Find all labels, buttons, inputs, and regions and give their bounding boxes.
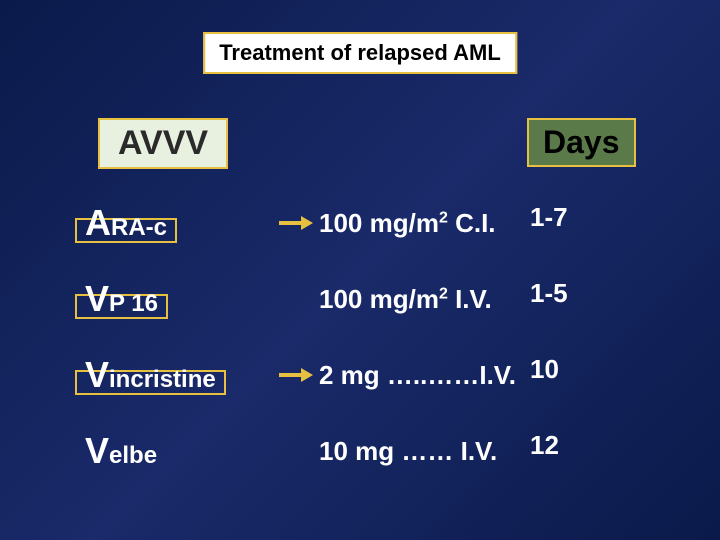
days-4: 12: [530, 430, 559, 461]
dose-velbe: 10 mg …… I.V.: [319, 436, 497, 467]
drug-label-velbe-wrap: Velbe: [75, 446, 167, 471]
title-text: Treatment of relapsed AML: [219, 40, 501, 65]
arrow-icon: [277, 365, 315, 385]
arrow-icon: [277, 213, 315, 233]
drug-row-1: ARA-c 100 mg/m2 C.I.: [75, 202, 496, 244]
dose-ara-c: 100 mg/m2 C.I.: [319, 208, 496, 239]
days-1: 1-7: [530, 202, 568, 233]
days-2: 1-5: [530, 278, 568, 309]
drug-label-velbe: Velbe: [85, 450, 157, 467]
drug-box-vincristine: Vincristine: [75, 370, 226, 395]
drug-label-ara-c: ARA-c: [85, 222, 167, 239]
drug-row-4: Velbe 10 mg …… I.V.: [75, 430, 497, 472]
avvv-box: AVVV: [98, 118, 228, 169]
days-header-box: Days: [527, 118, 636, 167]
drug-label-vincristine: Vincristine: [85, 374, 216, 391]
title-box: Treatment of relapsed AML: [203, 32, 517, 74]
drug-row-3: Vincristine 2 mg …..……I.V.: [75, 354, 516, 396]
drug-box-vp16: VP 16: [75, 294, 168, 319]
avvv-label: AVVV: [118, 124, 208, 162]
days-header-label: Days: [543, 124, 620, 160]
drug-row-2: VP 16 100 mg/m2 I.V.: [75, 278, 492, 320]
dose-vincristine: 2 mg …..……I.V.: [319, 360, 516, 391]
days-3: 10: [530, 354, 559, 385]
drug-label-vp16: VP 16: [85, 298, 158, 315]
drug-box-ara-c: ARA-c: [75, 218, 177, 243]
dose-vp16: 100 mg/m2 I.V.: [319, 284, 492, 315]
